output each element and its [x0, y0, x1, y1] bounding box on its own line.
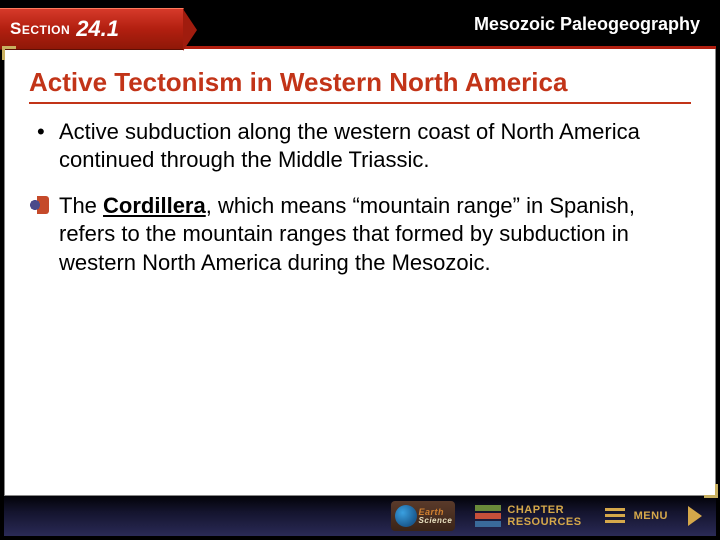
section-tab: Section 24.1 [0, 8, 184, 50]
earth-badge-icon: Earth Science [391, 501, 455, 531]
section-word: Section [10, 19, 70, 39]
book-stack-icon [475, 503, 501, 529]
bullet-item-audio[interactable]: The Cordillera, which means “mountain ra… [29, 192, 691, 276]
arrow-right-icon [688, 506, 702, 526]
earth-science-online-button[interactable]: Earth Science [391, 501, 455, 531]
corner-decoration-tl [2, 46, 16, 60]
next-button[interactable] [688, 506, 702, 526]
menu-label: MENU [634, 510, 668, 522]
bottom-nav: Earth Science CHAPTER RESOURCES MENU [4, 496, 716, 536]
top-bar: Section 24.1 Mesozoic Paleogeography [0, 0, 720, 48]
bullet-item: Active subduction along the western coas… [29, 118, 691, 174]
bullet-list: Active subduction along the western coas… [29, 118, 691, 277]
chapter-resources-label: CHAPTER RESOURCES [507, 504, 581, 528]
corner-decoration-br [704, 484, 718, 498]
globe-icon [395, 505, 417, 527]
resources-label: RESOURCES [507, 516, 581, 528]
earth-line2: Science [419, 517, 453, 525]
menu-icon [602, 503, 628, 529]
content-frame: Active Tectonism in Western North Americ… [4, 48, 716, 496]
slide-title: Active Tectonism in Western North Americ… [29, 67, 691, 104]
topic-label: Mesozoic Paleogeography [474, 14, 700, 35]
section-number: 24.1 [76, 16, 119, 42]
chapter-label: CHAPTER [507, 504, 581, 516]
bullet-text: Active subduction along the western coas… [59, 119, 640, 172]
earth-text: Earth Science [419, 508, 453, 525]
chapter-resources-button[interactable]: CHAPTER RESOURCES [475, 503, 581, 529]
bullet-prefix: The [59, 193, 103, 218]
content-inner: Active Tectonism in Western North Americ… [5, 49, 715, 305]
menu-button[interactable]: MENU [602, 503, 668, 529]
vocab-term: Cordillera [103, 193, 206, 218]
